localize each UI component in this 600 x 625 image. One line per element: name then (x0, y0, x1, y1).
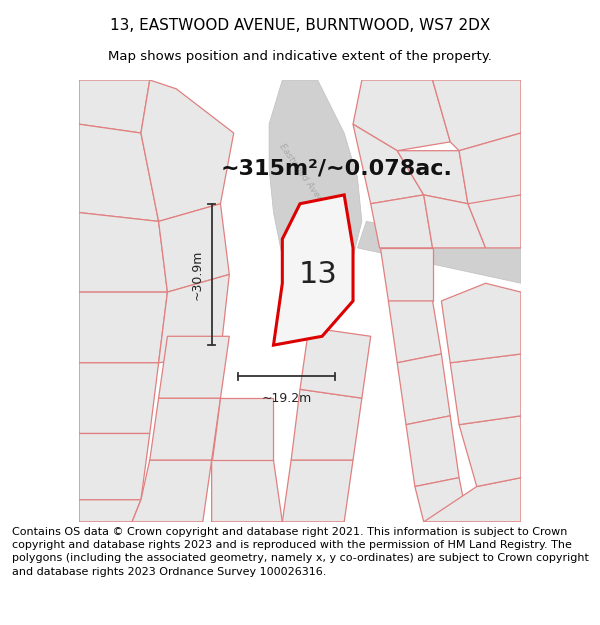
Polygon shape (415, 478, 468, 522)
Text: Map shows position and indicative extent of the property.: Map shows position and indicative extent… (108, 49, 492, 62)
Text: 13, EASTWOOD AVENUE, BURNTWOOD, WS7 2DX: 13, EASTWOOD AVENUE, BURNTWOOD, WS7 2DX (110, 18, 490, 32)
Text: ~19.2m: ~19.2m (262, 391, 312, 404)
Polygon shape (212, 460, 283, 522)
Polygon shape (79, 292, 167, 362)
Polygon shape (388, 301, 442, 362)
Text: Eastwood Avenue: Eastwood Avenue (278, 142, 331, 212)
Polygon shape (274, 195, 353, 345)
Polygon shape (300, 328, 371, 398)
Polygon shape (353, 124, 424, 204)
Polygon shape (371, 195, 433, 248)
Polygon shape (141, 80, 234, 221)
Polygon shape (380, 248, 433, 301)
Polygon shape (79, 500, 141, 522)
Polygon shape (79, 434, 150, 500)
Polygon shape (459, 133, 521, 212)
Polygon shape (397, 354, 450, 424)
Polygon shape (424, 195, 485, 248)
Polygon shape (442, 283, 521, 362)
Polygon shape (283, 460, 353, 522)
Polygon shape (433, 80, 521, 151)
Polygon shape (358, 221, 521, 283)
Polygon shape (397, 151, 468, 204)
Polygon shape (79, 124, 158, 221)
Polygon shape (468, 195, 521, 248)
Text: Contains OS data © Crown copyright and database right 2021. This information is : Contains OS data © Crown copyright and d… (12, 527, 589, 576)
Polygon shape (158, 336, 229, 398)
Polygon shape (79, 362, 158, 434)
Text: ~30.9m: ~30.9m (191, 249, 203, 299)
Polygon shape (79, 80, 150, 133)
Text: ~315m²/~0.078ac.: ~315m²/~0.078ac. (220, 158, 452, 178)
Polygon shape (158, 274, 229, 362)
Polygon shape (79, 213, 167, 292)
Polygon shape (353, 80, 450, 151)
Polygon shape (212, 398, 274, 460)
Polygon shape (459, 416, 521, 486)
Polygon shape (158, 204, 229, 292)
Polygon shape (424, 478, 521, 522)
Polygon shape (269, 80, 362, 292)
Text: 13: 13 (298, 260, 337, 289)
Polygon shape (132, 460, 212, 522)
Polygon shape (406, 416, 459, 486)
Polygon shape (450, 354, 521, 424)
Polygon shape (150, 398, 220, 460)
Polygon shape (291, 389, 362, 460)
